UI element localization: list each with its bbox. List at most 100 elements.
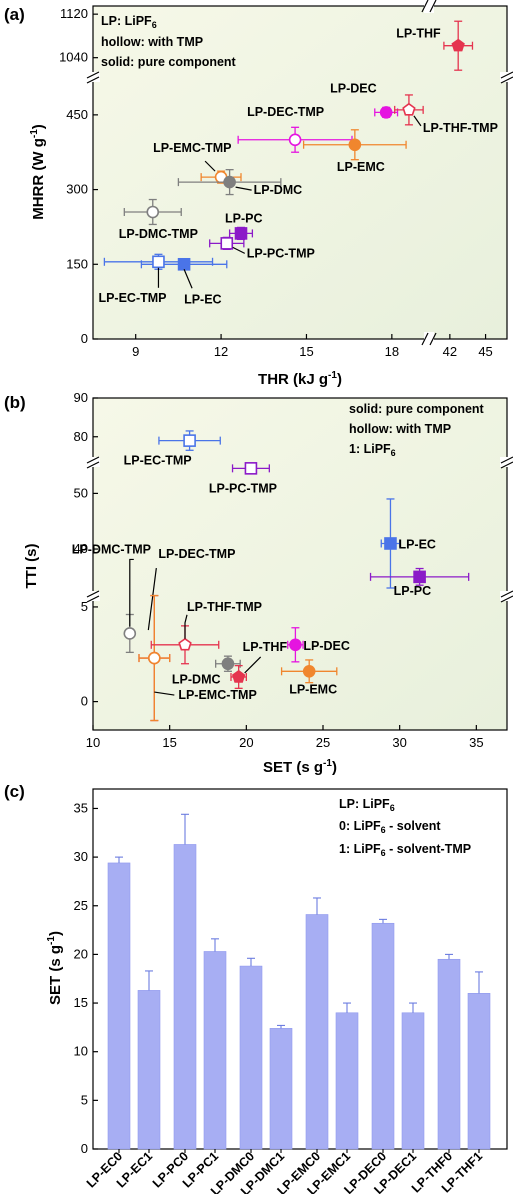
x-tick-label-42: 42 <box>443 344 457 359</box>
panel-a-plot-area <box>92 5 508 340</box>
point-lp-dmc-tmp-marker <box>123 627 137 640</box>
point-lp-dmc-label: LP-DMC <box>254 183 303 197</box>
y-tick-label-25: 25 <box>74 898 88 913</box>
panel-b: (b) 10 15 20 25 30 35 0 5 40 50 80 90 LP-EC-TMP LP-PC… <box>4 390 513 776</box>
panel-b-plot-area <box>92 397 508 731</box>
panel-b-legend: solid: pure component hollow: with TMP 1… <box>349 402 485 458</box>
point-lp-dec-tmp-label: LP-DEC-TMP <box>247 105 324 119</box>
panel-c: (c) 05101520253035LP-EC0LP-EC1LP-PC0LP-P… <box>4 782 508 1194</box>
point-lp-pc-label: LP-PC <box>394 584 432 598</box>
point-lp-pc-marker <box>234 227 248 240</box>
point-lp-pc-tmp-label: LP-PC-TMP <box>209 481 277 495</box>
point-lp-dmc-label: LP-DMC <box>172 673 221 687</box>
legend-c-line-3: 1: LiPF6 - solvent-TMP <box>339 842 471 858</box>
legend-b-line-1: solid: pure component <box>349 402 485 416</box>
y-tick-label-300: 300 <box>66 182 88 197</box>
point-lp-thf-tmp-leader <box>413 115 422 127</box>
x-tick-label-20: 20 <box>239 735 253 750</box>
bar-lp-emc0 <box>305 914 329 1150</box>
point-lp-ec-marker <box>177 257 191 271</box>
point-lp-emc-label: LP-EMC <box>289 682 337 696</box>
point-lp-dmc-marker <box>223 175 236 189</box>
bar-lp-dec1 <box>401 1012 425 1150</box>
y-tick-label-40: 40 <box>74 541 88 556</box>
point-lp-emc-tmp-leader <box>204 160 216 172</box>
y-axis-break-upper-gap <box>86 457 100 467</box>
point-lp-dec-marker <box>289 638 302 652</box>
panel-a-legend: LP: LiPF6 hollow: with TMP solid: pure c… <box>101 14 237 69</box>
point-lp-dmc-tmp-leader <box>129 558 134 627</box>
bar-lp-dmc0 <box>239 965 263 1150</box>
point-lp-emc-tmp-marker <box>148 651 161 665</box>
panel-a-content: 9 12 15 18 42 45015030045010401120LP-THFLP-DE… <box>59 0 513 359</box>
point-lp-ec-tmp-label: LP-EC-TMP <box>124 454 192 468</box>
bar-lp-thf0 <box>437 958 461 1150</box>
x-tick-label-18: 18 <box>385 344 399 359</box>
legend-c-line-1: LP: LiPF6 <box>339 797 395 813</box>
panel-c-legend: LP: LiPF6 0: LiPF6 - solvent 1: LiPF6 - … <box>339 797 471 858</box>
point-lp-thf-marker <box>231 669 246 683</box>
point-lp-pc-marker <box>413 570 426 584</box>
point-lp-dec-tmp-leader <box>147 567 157 631</box>
point-lp-thf-tmp-marker <box>402 102 416 116</box>
y-axis-break-lower-right-gap <box>500 591 513 601</box>
x-tick-label-12: 12 <box>214 344 228 359</box>
bar-lp-dmc1 <box>269 1028 293 1150</box>
panel-b-content: 10 15 20 25 30 35 0 5 40 50 80 90 LP-EC-TMP LP-PC-TMP… <box>72 390 513 750</box>
legend-a-line-3: solid: pure component <box>101 55 237 69</box>
point-lp-thf-tmp-label: LP-THF-TMP <box>423 121 498 135</box>
y-tick-label-5: 5 <box>81 1092 88 1107</box>
y-axis-break-lower-gap <box>86 591 100 601</box>
y-tick-label-35: 35 <box>74 800 88 815</box>
x-tick-label-45: 45 <box>478 344 492 359</box>
point-lp-ec-leader <box>183 269 193 289</box>
point-lp-emc-marker <box>348 138 362 152</box>
y-axis-break-upper-right-gap <box>500 457 513 467</box>
x-tick-label-30: 30 <box>392 735 406 750</box>
point-lp-dec-tmp-label: LP-DEC-TMP <box>158 547 235 561</box>
y-tick-label-80: 80 <box>74 429 88 444</box>
y-axis-break-right-slash-1 <box>500 71 513 79</box>
point-lp-ec-tmp-label: LP-EC-TMP <box>98 291 166 305</box>
panel-b-label: (b) <box>4 393 26 412</box>
bar-lp-pc0 <box>173 844 197 1150</box>
panel-a-x-axis-title: THR (kJ g-1) <box>258 370 342 388</box>
point-lp-pc-tmp-label: LP-PC-TMP <box>247 246 315 260</box>
y-tick-label-50: 50 <box>74 485 88 500</box>
point-lp-thf-leader <box>244 656 262 674</box>
bar-lp-pc1 <box>203 951 227 1150</box>
panel-b-x-axis-title: SET (s g-1) <box>263 758 337 776</box>
legend-a-line-1: LP: LiPF6 <box>101 14 157 30</box>
y-axis-break-right-gap <box>500 72 513 82</box>
x-axis-break-gap <box>424 332 434 346</box>
point-lp-thf-label: LP-THF <box>243 640 288 654</box>
point-lp-pc-label: LP-PC <box>225 211 263 225</box>
y-tick-label-90: 90 <box>74 390 88 405</box>
point-lp-ec-label: LP-EC <box>398 537 436 551</box>
y-tick-label-1120: 1120 <box>60 6 88 21</box>
point-lp-emc-tmp-leader <box>154 691 175 696</box>
point-lp-ec-tmp-marker <box>152 255 165 269</box>
y-tick-label-0: 0 <box>81 1141 88 1156</box>
point-lp-thf-tmp-label: LP-THF-TMP <box>187 600 262 614</box>
x-tick-label-9: 9 <box>132 344 139 359</box>
x-tick-label-15: 15 <box>162 735 176 750</box>
x-tick-label-35: 35 <box>469 735 483 750</box>
point-lp-dec-tmp-marker <box>288 133 302 147</box>
bar-lp-ec0 <box>107 862 131 1150</box>
y-axis-break-lower-slash-1 <box>86 590 100 598</box>
bar-lp-ec1 <box>137 990 161 1150</box>
point-lp-dec-label: LP-DEC <box>330 81 377 95</box>
point-lp-dmc-marker <box>221 657 235 671</box>
y-axis-break-lower-right-slash-1 <box>500 590 513 598</box>
y-axis-break-lower-slash-2 <box>86 595 100 603</box>
panel-c-content: 05101520253035LP-EC0LP-EC1LP-PC0LP-PC1LP… <box>74 800 491 1194</box>
y-axis-break-slash-2 <box>86 76 100 84</box>
point-lp-ec-label: LP-EC <box>184 292 222 306</box>
point-lp-dec-label: LP-DEC <box>303 639 350 653</box>
y-axis-break-upper-right-slash-1 <box>500 456 513 464</box>
y-tick-label-0: 0 <box>81 694 88 709</box>
point-lp-dmc-leader <box>235 186 252 191</box>
bar-lp-thf1 <box>467 993 491 1150</box>
